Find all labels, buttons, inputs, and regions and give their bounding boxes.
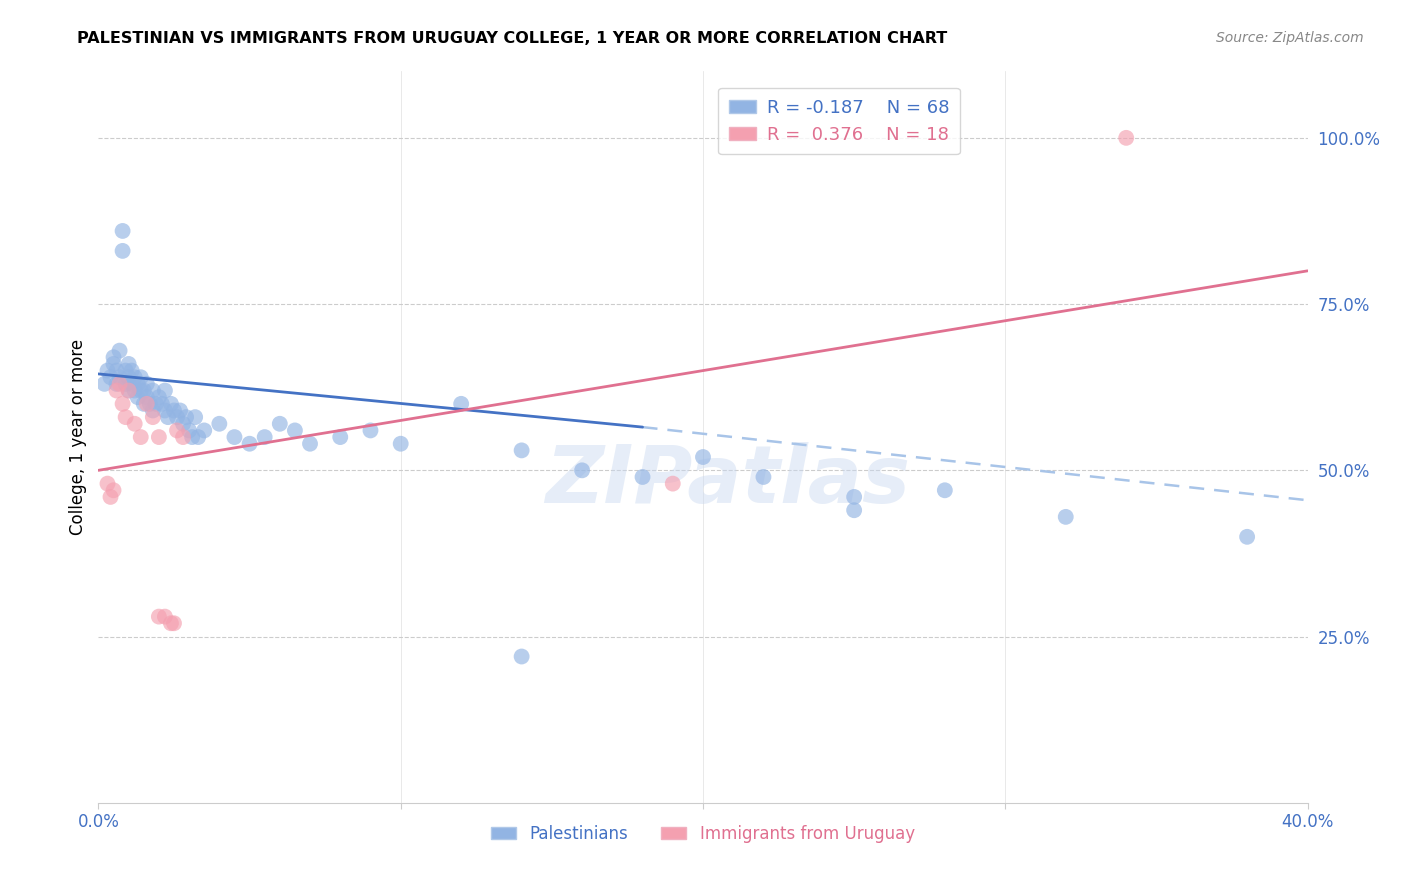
- Point: [93, 376, 115, 391]
- Point: [571, 463, 593, 477]
- Point: [389, 436, 412, 450]
- Point: [148, 609, 170, 624]
- Point: [142, 384, 165, 398]
- Point: [631, 470, 654, 484]
- Point: [172, 430, 194, 444]
- Point: [111, 244, 134, 258]
- Point: [450, 397, 472, 411]
- Point: [934, 483, 956, 498]
- Point: [153, 609, 176, 624]
- Point: [105, 384, 128, 398]
- Point: [135, 390, 157, 404]
- Point: [510, 649, 533, 664]
- Point: [108, 370, 131, 384]
- Point: [148, 390, 170, 404]
- Point: [118, 384, 141, 398]
- Point: [100, 370, 122, 384]
- Point: [103, 357, 125, 371]
- Point: [100, 490, 122, 504]
- Point: [174, 410, 197, 425]
- Point: [153, 384, 176, 398]
- Point: [153, 403, 176, 417]
- Point: [127, 376, 149, 391]
- Point: [105, 376, 128, 391]
- Point: [752, 470, 775, 484]
- Point: [150, 397, 173, 411]
- Point: [145, 397, 167, 411]
- Point: [142, 410, 165, 425]
- Point: [160, 397, 183, 411]
- Point: [163, 403, 186, 417]
- Point: [96, 476, 118, 491]
- Y-axis label: College, 1 year or more: College, 1 year or more: [69, 339, 87, 535]
- Point: [103, 483, 125, 498]
- Point: [193, 424, 215, 438]
- Text: ZIPatlas: ZIPatlas: [544, 442, 910, 520]
- Point: [187, 430, 209, 444]
- Point: [129, 384, 152, 398]
- Point: [269, 417, 291, 431]
- Point: [299, 436, 322, 450]
- Point: [169, 403, 191, 417]
- Point: [184, 410, 207, 425]
- Point: [661, 476, 683, 491]
- Point: [253, 430, 276, 444]
- Point: [124, 417, 146, 431]
- Point: [139, 397, 162, 411]
- Point: [132, 384, 155, 398]
- Point: [118, 357, 141, 371]
- Legend: Palestinians, Immigrants from Uruguay: Palestinians, Immigrants from Uruguay: [485, 818, 921, 849]
- Point: [127, 390, 149, 404]
- Point: [1115, 131, 1137, 145]
- Point: [132, 397, 155, 411]
- Point: [156, 410, 179, 425]
- Point: [844, 503, 866, 517]
- Point: [166, 424, 188, 438]
- Point: [129, 430, 152, 444]
- Point: [148, 430, 170, 444]
- Point: [135, 376, 157, 391]
- Point: [96, 363, 118, 377]
- Point: [142, 403, 165, 417]
- Point: [179, 424, 201, 438]
- Point: [111, 397, 134, 411]
- Text: Source: ZipAtlas.com: Source: ZipAtlas.com: [1216, 31, 1364, 45]
- Point: [103, 351, 125, 365]
- Point: [135, 397, 157, 411]
- Point: [166, 410, 188, 425]
- Point: [692, 450, 714, 464]
- Point: [1054, 509, 1077, 524]
- Point: [118, 370, 141, 384]
- Point: [114, 410, 136, 425]
- Point: [121, 363, 143, 377]
- Point: [224, 430, 246, 444]
- Point: [121, 376, 143, 391]
- Point: [1236, 530, 1258, 544]
- Point: [160, 616, 183, 631]
- Point: [172, 417, 194, 431]
- Point: [124, 370, 146, 384]
- Point: [163, 616, 186, 631]
- Point: [111, 224, 134, 238]
- Point: [844, 490, 866, 504]
- Point: [129, 370, 152, 384]
- Point: [118, 384, 141, 398]
- Point: [114, 376, 136, 391]
- Point: [510, 443, 533, 458]
- Point: [284, 424, 307, 438]
- Point: [108, 376, 131, 391]
- Point: [108, 343, 131, 358]
- Point: [360, 424, 382, 438]
- Point: [329, 430, 352, 444]
- Point: [208, 417, 231, 431]
- Text: PALESTINIAN VS IMMIGRANTS FROM URUGUAY COLLEGE, 1 YEAR OR MORE CORRELATION CHART: PALESTINIAN VS IMMIGRANTS FROM URUGUAY C…: [77, 31, 948, 46]
- Point: [181, 430, 204, 444]
- Point: [124, 384, 146, 398]
- Point: [105, 363, 128, 377]
- Point: [239, 436, 262, 450]
- Point: [114, 363, 136, 377]
